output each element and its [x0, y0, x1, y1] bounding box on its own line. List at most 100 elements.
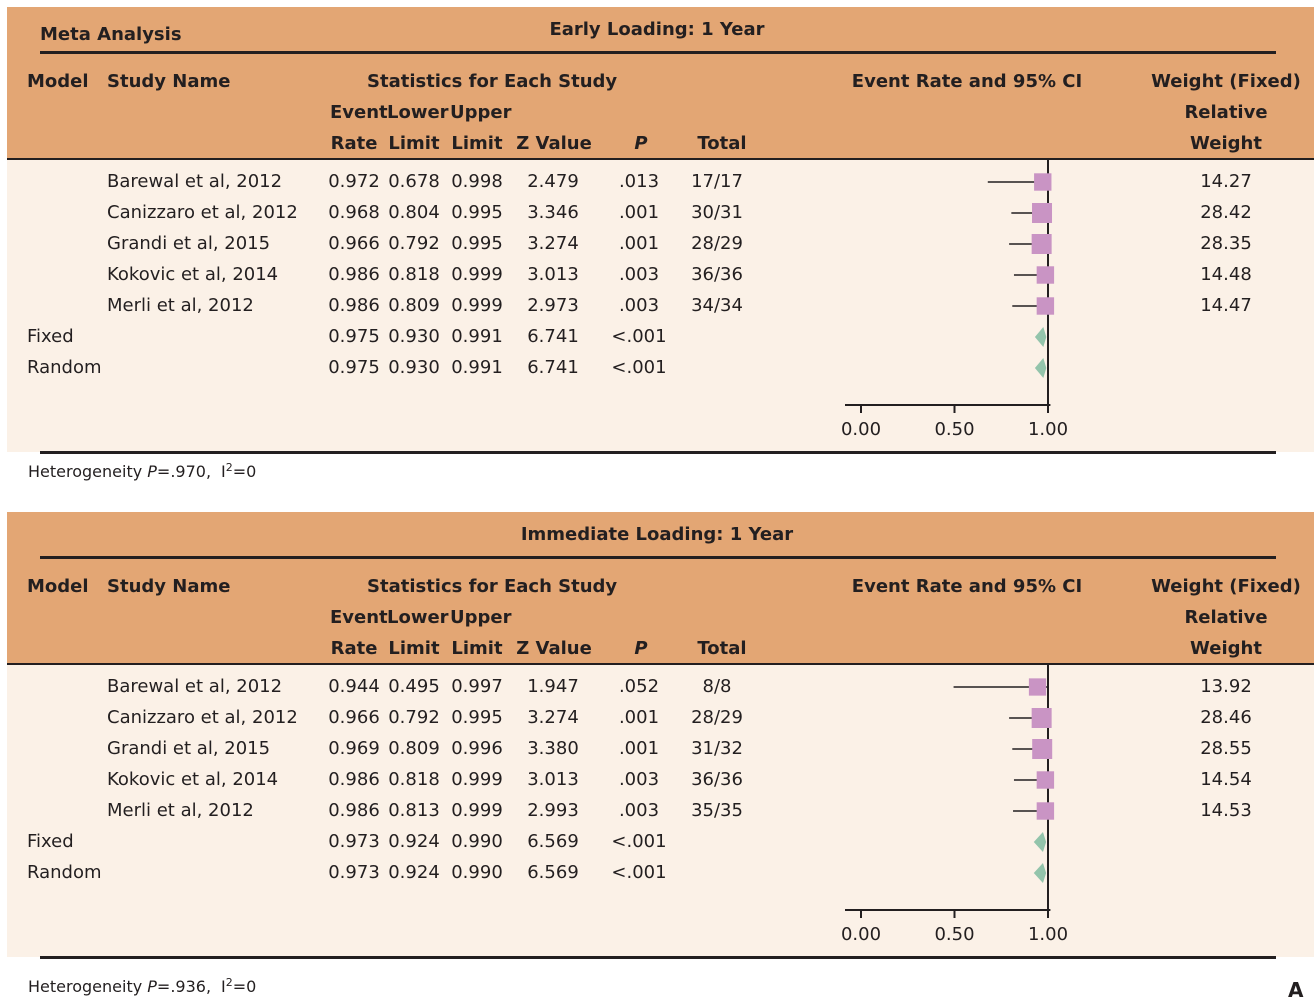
table-row-upper: 0.999: [451, 264, 503, 285]
table-row-z-value: 3.013: [527, 264, 579, 285]
panel-title: Immediate Loading: 1 Year: [520, 524, 794, 545]
table-row-p: .001: [618, 738, 660, 759]
table-row-weight: 14.47: [1200, 295, 1252, 316]
table-row-rate: 0.968: [328, 202, 380, 223]
table-row-rate: 0.973: [328, 862, 380, 883]
table-row-lower: 0.930: [388, 326, 440, 347]
table-row-weight: 14.53: [1200, 800, 1252, 821]
table-row-p: <.001: [611, 831, 667, 852]
table-row-total: 28/29: [691, 233, 743, 254]
header-top-rule: [40, 556, 1276, 559]
table-row-study-name: Barewal et al, 2012: [107, 676, 283, 697]
col-header-p: P: [634, 638, 648, 659]
table-row-p: .003: [618, 264, 660, 285]
table-row-p: .003: [618, 800, 660, 821]
heterogeneity-prefix: Heterogeneity: [28, 462, 148, 481]
meta-analysis-label: Meta Analysis: [40, 24, 182, 45]
table-row-model: Fixed: [27, 831, 74, 852]
table-row-upper: 0.996: [451, 738, 503, 759]
study-marker: [1031, 708, 1052, 728]
study-marker: [1036, 771, 1055, 789]
study-marker: [1036, 266, 1055, 284]
heterogeneity-p-label: P: [147, 462, 157, 481]
table-row-study-name: Canizzaro et al, 2012: [107, 707, 298, 728]
table-row-lower: 0.809: [388, 295, 440, 316]
col-header-event: Event: [330, 607, 388, 628]
table-row-rate: 0.966: [328, 233, 380, 254]
col-header-weight: Weight: [1190, 133, 1262, 154]
table-row-lower: 0.924: [388, 862, 440, 883]
x-tick-label: 0.00: [841, 924, 881, 945]
table-row-z-value: 6.569: [527, 831, 579, 852]
forest-panel: Meta Analysis Early Loading: 1 Year Model S…: [7, 7, 1314, 454]
panel-bottom-rule: [40, 956, 1276, 959]
table-row-study-name: Kokovic et al, 2014: [107, 264, 279, 285]
table-row-z-value: 3.380: [527, 738, 579, 759]
table-row-lower: 0.804: [388, 202, 440, 223]
col-header-limit-upper: Limit: [451, 638, 503, 659]
forest-plot: 0.00 0.50 1.00: [841, 159, 1068, 440]
table-row-study-name: Merli et al, 2012: [107, 295, 254, 316]
table-row-upper: 0.999: [451, 295, 503, 316]
table-row-lower: 0.818: [388, 769, 440, 790]
table-row-z-value: 6.741: [527, 326, 579, 347]
table-row-p: .013: [618, 171, 660, 192]
table-row-study-name: Barewal et al, 2012: [107, 171, 283, 192]
table-row-rate: 0.986: [328, 295, 380, 316]
col-header-study-name: Study Name: [107, 576, 231, 597]
figure-label: A: [1288, 978, 1304, 1002]
study-marker: [1032, 739, 1053, 759]
table-row-z-value: 2.973: [527, 295, 579, 316]
table-row-z-value: 6.741: [527, 357, 579, 378]
table-row-p: <.001: [611, 326, 667, 347]
heterogeneity-i-label: I: [221, 977, 226, 996]
table-row-total: 35/35: [691, 800, 743, 821]
table-row-z-value: 1.947: [527, 676, 579, 697]
table-row-weight: 28.46: [1200, 707, 1252, 728]
table-row-lower: 0.924: [388, 831, 440, 852]
col-header-rate: Rate: [330, 638, 378, 659]
table-row-rate: 0.973: [328, 831, 380, 852]
col-header-total: Total: [697, 133, 747, 154]
table-row-rate: 0.972: [328, 171, 380, 192]
x-tick-label: 1.00: [1028, 924, 1068, 945]
heterogeneity-prefix: Heterogeneity: [28, 977, 148, 996]
study-marker: [1036, 802, 1055, 820]
x-tick-label: 1.00: [1028, 419, 1068, 440]
table-row-upper: 0.995: [451, 233, 503, 254]
panel-header: [7, 512, 1314, 664]
col-header-lower: Lower: [387, 102, 449, 123]
table-row-total: 34/34: [691, 295, 743, 316]
table-row-p: .001: [618, 707, 660, 728]
table-row-upper: 0.990: [451, 831, 503, 852]
summary-diamond: [1034, 327, 1047, 347]
table-row-weight: 14.48: [1200, 264, 1252, 285]
col-header-limit-upper: Limit: [451, 133, 503, 154]
study-marker: [1036, 297, 1055, 315]
heterogeneity-i-value: =0: [232, 462, 257, 481]
table-row-rate: 0.986: [328, 264, 380, 285]
x-tick-label: 0.50: [934, 924, 974, 945]
table-row-p: .003: [618, 769, 660, 790]
table-row-z-value: 3.274: [527, 707, 579, 728]
col-header-p: P: [634, 133, 648, 154]
table-row-model: Random: [27, 357, 102, 378]
col-header-weight-title: Weight (Fixed): [1151, 576, 1301, 597]
forest-panel: Immediate Loading: 1 Year Model Study Name…: [7, 512, 1314, 959]
table-row-upper: 0.999: [451, 769, 503, 790]
col-header-plot-title: Event Rate and 95% CI: [851, 576, 1083, 597]
table-row-upper: 0.991: [451, 326, 503, 347]
table-row-study-name: Grandi et al, 2015: [107, 233, 271, 254]
col-header-limit-lower: Limit: [388, 133, 440, 154]
table-row-rate: 0.986: [328, 769, 380, 790]
col-header-plot-title: Event Rate and 95% CI: [851, 71, 1083, 92]
col-header-stats-group: Statistics for Each Study: [367, 71, 618, 92]
table-row-study-name: Merli et al, 2012: [107, 800, 254, 821]
table-row-z-value: 3.013: [527, 769, 579, 790]
col-header-weight-title: Weight (Fixed): [1151, 71, 1301, 92]
table-row-p: .003: [618, 295, 660, 316]
table-row-study-name: Canizzaro et al, 2012: [107, 202, 298, 223]
panel-title: Early Loading: 1 Year: [549, 19, 765, 40]
col-header-z-value: Z Value: [516, 638, 592, 659]
table-row-weight: 28.35: [1200, 233, 1252, 254]
